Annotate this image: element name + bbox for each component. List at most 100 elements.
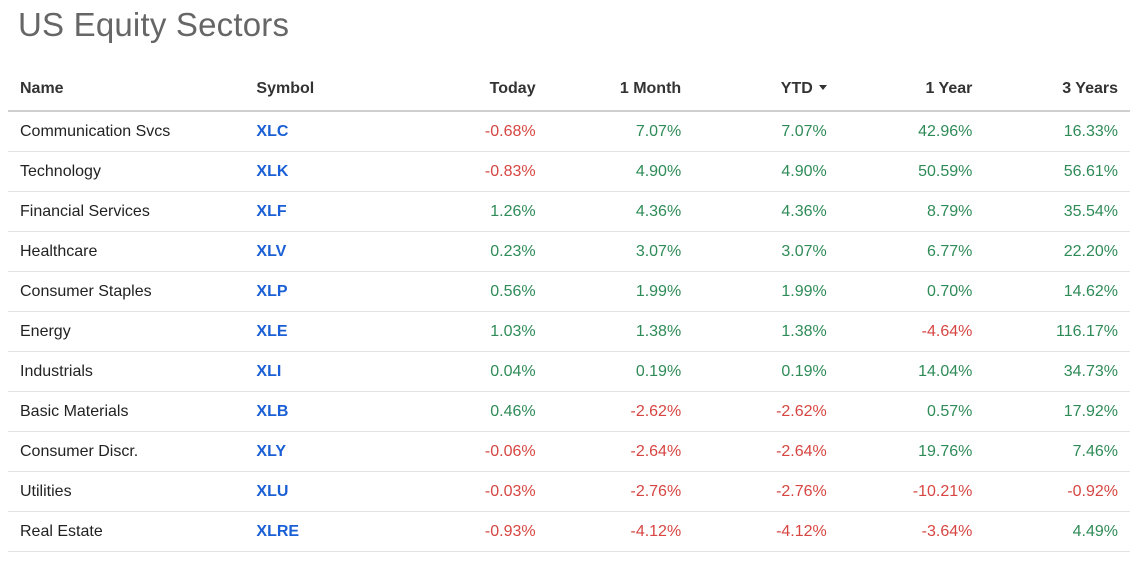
cell-1-year: 42.96%: [838, 111, 985, 152]
table-row: Industrials XLI 0.04% 0.19% 0.19% 14.04% 34.73…: [8, 351, 1130, 392]
cell-name: Basic Materials: [8, 391, 257, 432]
cell-1-month: 3.07%: [547, 231, 694, 272]
sectors-table-container: Name Symbol Today 1 Month YTD 1 Year 3 Y…: [8, 68, 1132, 552]
cell-symbol-link[interactable]: XLV: [256, 231, 369, 272]
cell-ytd: 3.07%: [693, 231, 839, 272]
column-header-1-month[interactable]: 1 Month: [547, 68, 694, 112]
cell-1-year: -3.64%: [838, 511, 985, 552]
column-header-1-year[interactable]: 1 Year: [838, 68, 985, 112]
caret-down-icon: [818, 85, 827, 91]
cell-today: 0.46%: [368, 391, 548, 432]
cell-1-month: 7.07%: [547, 111, 694, 152]
table-row: Healthcare XLV 0.23% 3.07% 3.07% 6.77% 22.20%: [8, 231, 1130, 272]
table-row: Real Estate XLRE -0.93% -4.12% -4.12% -3.64% 4…: [8, 511, 1130, 552]
cell-3-years: 7.46%: [984, 431, 1130, 472]
table-row: Consumer Discr. XLY -0.06% -2.64% -2.64% 19.7…: [8, 431, 1130, 472]
table-row: Consumer Staples XLP 0.56% 1.99% 1.99% 0.70% 1…: [8, 271, 1130, 312]
cell-ytd: 1.99%: [693, 271, 839, 312]
cell-name: Real Estate: [8, 511, 257, 552]
table-row: Basic Materials XLB 0.46% -2.62% -2.62% 0.57%…: [8, 391, 1130, 432]
cell-symbol-link[interactable]: XLC: [256, 111, 369, 152]
cell-1-year: 8.79%: [838, 191, 985, 232]
cell-3-years: 14.62%: [984, 271, 1130, 312]
table-row: Technology XLK -0.83% 4.90% 4.90% 50.59% 56.61…: [8, 151, 1130, 192]
cell-ytd: -2.64%: [693, 431, 839, 472]
cell-today: -0.06%: [368, 431, 548, 472]
table-row: Energy XLE 1.03% 1.38% 1.38% -4.64% 116.17%: [8, 311, 1130, 352]
cell-name: Energy: [8, 311, 257, 352]
cell-1-year: 14.04%: [838, 351, 985, 392]
cell-name: Technology: [8, 151, 257, 192]
column-header-ytd[interactable]: YTD: [693, 68, 839, 112]
cell-1-month: 1.38%: [547, 311, 694, 352]
column-header-today-label: Today: [489, 80, 536, 97]
cell-3-years: 35.54%: [984, 191, 1130, 232]
cell-ytd: 0.19%: [693, 351, 839, 392]
cell-symbol-link[interactable]: XLK: [256, 151, 369, 192]
cell-today: 0.23%: [368, 231, 548, 272]
column-header-3-years-label: 3 Years: [1062, 80, 1118, 97]
cell-1-month: 1.99%: [547, 271, 694, 312]
cell-3-years: 116.17%: [984, 311, 1130, 352]
cell-3-years: 22.20%: [984, 231, 1130, 272]
cell-ytd: 4.90%: [693, 151, 839, 192]
cell-today: -0.03%: [368, 471, 548, 512]
table-row: Financial Services XLF 1.26% 4.36% 4.36% 8.79…: [8, 191, 1130, 232]
cell-1-month: 0.19%: [547, 351, 694, 392]
cell-ytd: 1.38%: [693, 311, 839, 352]
column-header-1-month-label: 1 Month: [619, 80, 682, 97]
column-header-symbol-label: Symbol: [256, 80, 315, 97]
page-title: US Equity Sectors: [18, 6, 290, 43]
cell-today: -0.93%: [368, 511, 548, 552]
cell-symbol-link[interactable]: XLP: [256, 271, 369, 312]
cell-today: -0.83%: [368, 151, 548, 192]
cell-name: Financial Services: [8, 191, 257, 232]
cell-ytd: -2.76%: [693, 471, 839, 512]
table-row: Communication Svcs XLC -0.68% 7.07% 7.07% 42.…: [8, 111, 1130, 152]
cell-name: Communication Svcs: [8, 111, 257, 152]
cell-ytd: -4.12%: [693, 511, 839, 552]
cell-1-year: -4.64%: [838, 311, 985, 352]
cell-1-year: 0.57%: [838, 391, 985, 432]
column-header-3-years[interactable]: 3 Years: [984, 68, 1130, 112]
sectors-table: Name Symbol Today 1 Month YTD 1 Year 3 Y…: [8, 68, 1130, 552]
column-header-name-label: Name: [20, 80, 64, 97]
cell-1-month: 4.36%: [547, 191, 694, 232]
cell-1-month: -2.64%: [547, 431, 694, 472]
cell-today: 0.56%: [368, 271, 548, 312]
column-header-ytd-label: YTD: [780, 80, 813, 97]
cell-1-month: -2.62%: [547, 391, 694, 432]
cell-3-years: 16.33%: [984, 111, 1130, 152]
table-row: Utilities XLU -0.03% -2.76% -2.76% -10.21% -0.…: [8, 471, 1130, 512]
cell-1-year: -10.21%: [838, 471, 985, 512]
cell-3-years: 56.61%: [984, 151, 1130, 192]
cell-symbol-link[interactable]: XLF: [256, 191, 369, 232]
cell-today: 1.03%: [368, 311, 548, 352]
column-header-1-year-label: 1 Year: [925, 80, 973, 97]
cell-symbol-link[interactable]: XLRE: [256, 511, 369, 552]
cell-3-years: 4.49%: [984, 511, 1130, 552]
table-header-row: Name Symbol Today 1 Month YTD 1 Year 3 Y…: [8, 68, 1130, 112]
column-header-symbol[interactable]: Symbol: [256, 68, 369, 112]
cell-1-year: 50.59%: [838, 151, 985, 192]
cell-symbol-link[interactable]: XLY: [256, 431, 369, 472]
cell-1-year: 6.77%: [838, 231, 985, 272]
cell-symbol-link[interactable]: XLI: [256, 351, 369, 392]
cell-name: Industrials: [8, 351, 257, 392]
cell-1-year: 0.70%: [838, 271, 985, 312]
cell-name: Utilities: [8, 471, 257, 512]
cell-name: Consumer Staples: [8, 271, 257, 312]
cell-3-years: 17.92%: [984, 391, 1130, 432]
cell-ytd: 4.36%: [693, 191, 839, 232]
cell-today: 1.26%: [368, 191, 548, 232]
cell-3-years: 34.73%: [984, 351, 1130, 392]
cell-ytd: -2.62%: [693, 391, 839, 432]
cell-symbol-link[interactable]: XLB: [256, 391, 369, 432]
cell-symbol-link[interactable]: XLE: [256, 311, 369, 352]
column-header-today[interactable]: Today: [368, 68, 548, 112]
column-header-name[interactable]: Name: [8, 68, 257, 112]
cell-name: Healthcare: [8, 231, 257, 272]
cell-symbol-link[interactable]: XLU: [256, 471, 369, 512]
table-body: Communication Svcs XLC -0.68% 7.07% 7.07% 42.…: [8, 111, 1130, 552]
cell-today: -0.68%: [368, 111, 548, 152]
